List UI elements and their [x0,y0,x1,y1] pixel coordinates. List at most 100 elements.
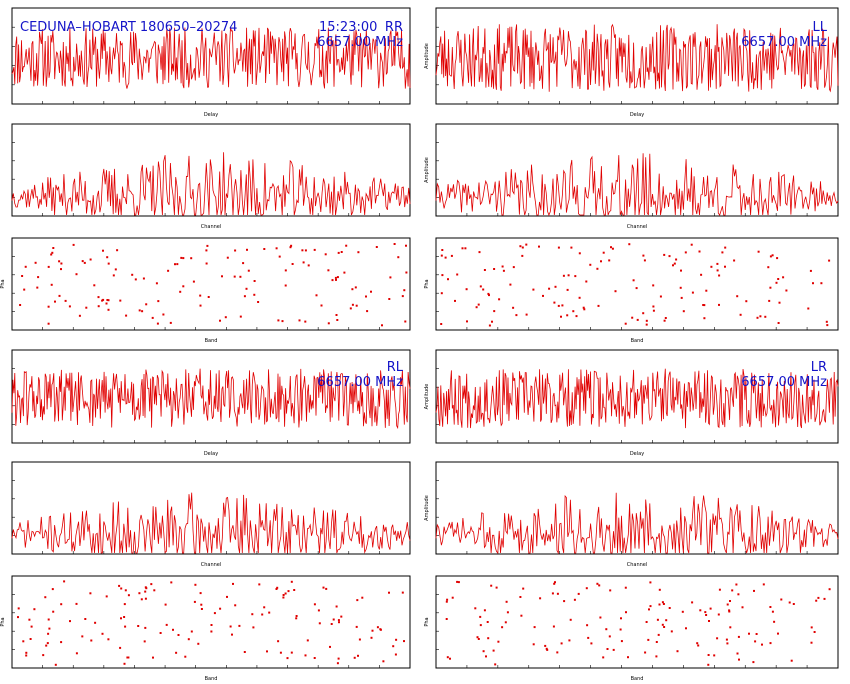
phase-point [596,582,599,585]
phase-point [389,276,392,279]
phase-point [114,268,117,271]
phase-point [777,632,779,635]
phase-point [567,274,570,277]
phase-point [258,583,261,586]
phase-point [290,651,293,654]
phase-point [636,318,639,321]
phase-point [718,588,721,591]
phase-point [546,648,549,651]
phase-point [170,581,173,584]
phase-point [337,251,340,254]
phase-point [162,313,165,316]
x-axis-label: Delay [204,451,218,457]
phase-point [72,243,75,246]
phase-point [810,641,813,644]
x-axis-label: Channel [627,562,648,568]
phase-point [167,269,170,272]
phase-point [366,310,369,313]
phase-point [563,600,566,603]
phase-point [522,587,525,590]
phase-point [661,601,664,604]
phase-point [349,307,352,310]
panel-frame-ll-delay [435,7,839,105]
phase-point [224,316,227,319]
phase-point [169,321,172,324]
phase-point [134,278,137,281]
phase-point [182,285,185,288]
y-axis-label: Amplitude [424,43,430,69]
phase-point [477,638,480,640]
phase-point [756,316,759,319]
phase-point [102,298,105,301]
phase-point [187,638,190,641]
phase-point [33,608,36,611]
phase-point [138,309,141,312]
phase-point [817,596,820,599]
panel-frame-ll-channel [435,123,839,217]
phase-point [19,304,22,306]
phase-point [707,654,710,656]
phase-point [737,635,740,638]
phase-point [628,243,631,246]
phase-point [36,286,39,289]
phase-point [826,324,829,327]
phase-point [813,631,816,633]
phase-point [119,646,122,649]
phase-point [289,246,292,249]
phase-point [123,616,126,618]
phase-point [46,642,49,645]
phase-point [75,273,78,276]
phase-point [728,610,731,613]
phase-point [60,603,63,606]
phase-point [578,252,581,255]
phase-point [705,614,708,616]
phase-point [562,274,565,277]
phase-point [490,584,493,587]
phase-point [25,654,28,657]
phase-point [107,638,110,641]
phase-point [58,260,61,263]
phase-point [707,663,710,666]
phase-point [668,255,671,258]
phase-point [482,288,485,291]
phase-point [140,598,143,601]
phase-point [22,640,25,643]
phase-point [50,283,53,286]
phase-point [219,607,222,610]
phase-point [702,304,705,306]
phase-point [282,596,285,599]
phase-point [441,274,444,277]
phase-point [232,582,234,585]
panel-frame-lr-phase [435,575,839,669]
phase-point [731,589,734,592]
phase-point [509,283,512,286]
phase-point [85,306,88,309]
phase-point [180,256,183,259]
phase-point [172,628,174,631]
x-axis-label: Channel [201,224,222,230]
phase-point [354,286,357,289]
phase-point [54,663,57,666]
phase-point [64,299,67,302]
phase-point [521,246,524,249]
phase-point [112,274,115,277]
phase-point [698,250,701,253]
phase-point [691,291,694,294]
phase-point [444,256,447,259]
phase-point [44,596,47,599]
phase-point [226,256,229,259]
phase-point [679,286,682,289]
phase-point [609,589,612,592]
phase-point [78,314,81,317]
phase-point [737,593,740,596]
panel-frame-rl-delay [11,349,411,444]
phase-point [81,635,84,638]
x-axis-label: Band [631,338,644,344]
phase-point [127,594,130,597]
phase-point [620,617,622,620]
phase-point [807,307,810,310]
phase-point [478,251,481,254]
phase-point [213,612,216,615]
phase-point [769,255,772,258]
phase-point [47,618,50,621]
